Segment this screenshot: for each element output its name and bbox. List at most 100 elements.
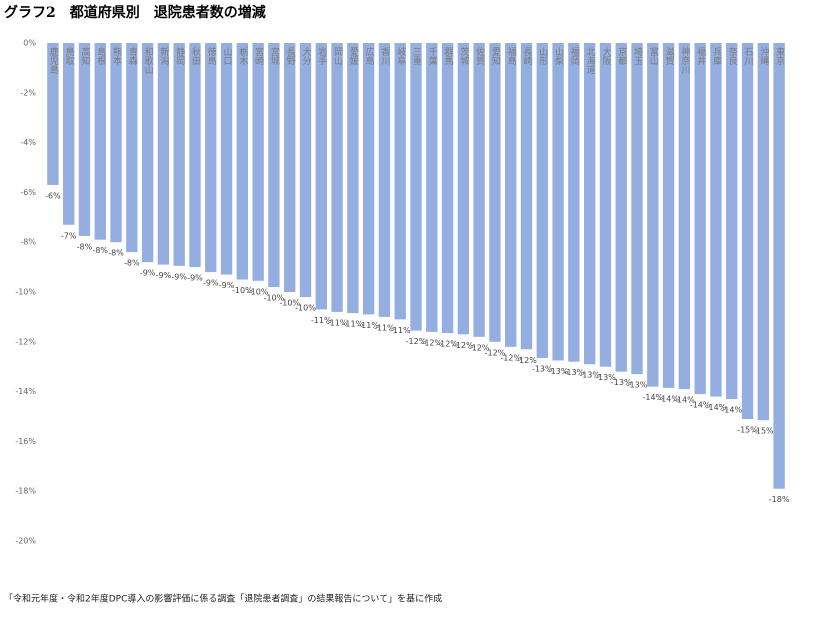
bar [157,43,170,265]
value-label: -8% [77,242,93,251]
value-label: -14% [658,394,679,403]
category-label: 鹿児島 [48,46,59,75]
category-label: 熊本 [111,46,122,66]
category-label: 山口 [222,47,233,65]
value-label: -14% [674,396,695,405]
category-label: 長野 [285,47,296,65]
category-label: 岩手 [316,46,327,66]
value-label: -14% [690,401,711,410]
value-label: -8% [92,246,108,255]
value-label: -13% [627,381,648,390]
value-label: -11% [358,321,379,330]
category-label: 千葉 [427,47,438,66]
category-label: 栃木 [237,46,248,66]
bar [615,43,627,372]
value-label: -12% [406,337,427,346]
y-tick-label: 0% [23,39,36,48]
category-label: 兵庫 [711,46,722,66]
category-label: 鳥取 [64,46,75,66]
value-label: -11% [343,320,364,329]
category-label: 北海道 [585,47,596,75]
category-label: 埼玉 [632,46,643,65]
bar [315,43,327,310]
bar [536,43,548,358]
bar [110,43,122,243]
bar [252,43,264,281]
y-tick-label: -6% [20,188,36,197]
category-label: 宮崎 [253,46,264,65]
bar [205,43,217,273]
y-tick-label: -8% [20,238,36,247]
value-label: -12% [516,356,537,365]
category-label: 山梨 [553,47,564,66]
value-label: -11% [374,323,395,332]
category-label: 新潟 [158,46,169,66]
category-label: 沖縄 [758,46,769,65]
category-label: 高知 [79,46,90,66]
value-label: -9% [219,281,235,290]
value-label: -13% [564,368,585,377]
value-label: -9% [171,272,187,281]
category-label: 神奈川 [679,46,690,74]
category-label: 和歌山 [143,47,154,74]
y-tick-label: -4% [20,138,36,147]
bar [520,43,533,350]
bar [141,43,154,263]
value-label: -10% [232,286,253,295]
value-label: -18% [769,495,790,504]
category-label: 福井 [695,46,706,66]
y-tick-label: -14% [15,387,36,396]
value-label: -10% [295,303,316,312]
value-label: -13% [595,373,616,382]
value-label: -9% [187,274,203,283]
category-label: 大分 [300,46,311,66]
category-label: 香川 [379,47,390,65]
category-label: 宮城 [269,46,280,66]
category-label: 福岡 [569,46,580,66]
chart-title: グラフ2 都道府県別 退院患者数の増減 [4,4,266,21]
value-label: -15% [753,427,774,436]
category-label: 広島 [364,46,375,66]
value-label: -13% [611,378,632,387]
category-label: 京都 [616,46,627,66]
bar [410,43,422,331]
bar [552,43,564,361]
bar [62,43,75,225]
value-label: -14% [721,406,742,415]
value-label: -6% [45,191,61,200]
bar [94,43,106,240]
value-label: -10% [264,294,285,303]
value-label: -12% [485,348,506,357]
value-label: -10% [248,287,269,296]
bar [599,43,612,367]
bar [441,43,454,334]
bar [362,43,375,315]
category-label: 山形 [537,47,548,66]
value-label: -8% [108,249,124,258]
bar [505,43,517,347]
value-label: -12% [453,341,474,350]
bar [268,43,280,288]
bar [394,43,406,320]
category-label: 静岡 [174,46,185,66]
bar [662,43,675,388]
category-label: 茨城 [458,46,469,66]
note: 「令和元年度・令和2年度DPC導入の影響評価に係る調査「退院患者調査」の結果報告… [4,593,442,605]
y-tick-label: -10% [15,288,36,297]
bar [284,43,296,292]
value-label: -10% [279,299,300,308]
value-label: -9% [140,269,156,278]
bar [220,43,233,275]
bar [757,43,770,421]
value-label: -14% [642,393,663,402]
category-label: 愛知 [490,46,501,66]
bar [189,43,201,268]
value-label: -7% [61,231,77,240]
category-label: 長崎 [522,47,533,65]
value-label: -9% [203,279,219,288]
bar [378,43,391,317]
value-label: -13% [579,371,600,380]
category-label: 滋賀 [664,46,675,66]
category-label: 秋田 [190,46,201,66]
category-label: 富山 [648,46,659,65]
